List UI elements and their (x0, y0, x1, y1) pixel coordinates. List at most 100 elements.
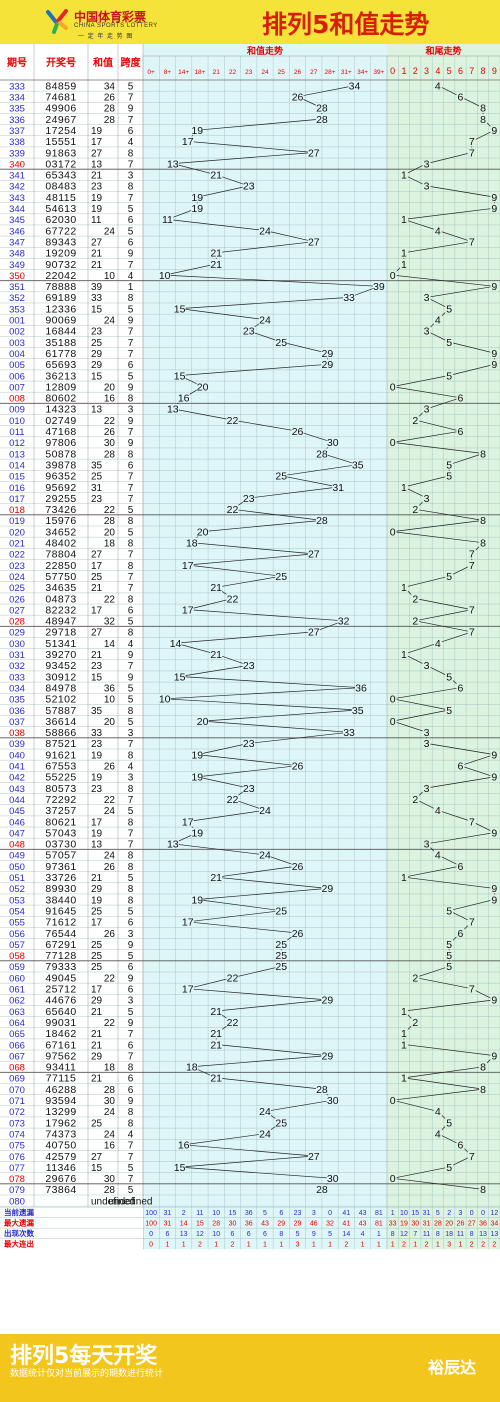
sum-point-bg (181, 604, 194, 615)
sum-value: 29 (91, 996, 103, 1007)
stats-tail-cell: 15 (411, 1210, 419, 1217)
sum-value: 27 (91, 1152, 103, 1163)
sum-point-bg (291, 927, 304, 938)
stats-tail-cell: 0 (470, 1210, 474, 1217)
stats-tail-cell: 2 (481, 1242, 485, 1249)
tail-point: 6 (458, 761, 464, 773)
draw-number: 61778 (45, 348, 76, 360)
issue-label: 338 (9, 137, 25, 148)
sum-point: 22 (227, 593, 239, 605)
sum-point-bg (326, 1095, 339, 1106)
span-value: 8 (128, 516, 134, 527)
draw-number: 80573 (45, 783, 76, 795)
sum-point: 19 (191, 894, 203, 906)
sum-value: 26 (104, 427, 116, 438)
tail-point-bg (490, 749, 499, 760)
sum-point: 21 (210, 170, 222, 182)
draw-number: 73426 (45, 504, 76, 516)
tail-bin-label: 9 (492, 66, 497, 76)
sum-point-bg (210, 649, 223, 660)
stats-sum-cell: 3 (312, 1210, 316, 1217)
span-value: 7 (128, 1152, 134, 1163)
sum-point-bg (242, 738, 255, 749)
span-value: 8 (128, 1063, 134, 1074)
issue-label: 064 (9, 1018, 25, 1029)
tail-point-bg (467, 136, 476, 147)
issue-label: 033 (9, 672, 25, 683)
issue-label: 073 (9, 1118, 25, 1129)
span-value: 8 (128, 750, 134, 761)
stats-sum-cell: 15 (196, 1221, 204, 1228)
stats-tail-cell: 28 (434, 1221, 442, 1228)
sum-point: 19 (191, 203, 203, 215)
stats-sum-cell: 5 (328, 1231, 332, 1238)
sum-point-bg (196, 526, 209, 537)
tail-point: 5 (446, 939, 452, 951)
draw-number: 93411 (46, 1062, 76, 1074)
sum-point: 11 (162, 214, 173, 226)
draw-number: 67291 (45, 939, 76, 951)
tail-point: 0 (390, 694, 396, 706)
span-value: 7 (128, 583, 134, 594)
draw-number: 51341 (45, 638, 76, 650)
sum-point-bg (226, 794, 239, 805)
sum-point-bg (307, 147, 320, 158)
sum-value: 21 (91, 249, 103, 260)
draw-number: 74681 (45, 92, 76, 104)
stats-sum-cell: 14 (342, 1231, 350, 1238)
tail-point: 4 (435, 638, 441, 650)
issue-label: 018 (9, 505, 25, 516)
tail-point: 1 (401, 1028, 407, 1040)
issue-label: 038 (9, 728, 25, 739)
draw-number: 34635 (45, 582, 76, 594)
sum-value: 15 (91, 672, 103, 683)
tail-point: 5 (446, 705, 452, 717)
sum-point-bg (326, 437, 339, 448)
tail-point-bg (456, 392, 465, 403)
sum-value: 23 (91, 494, 103, 505)
span-value: 7 (128, 550, 134, 561)
tail-point-bg (490, 894, 499, 905)
span-value: 6 (128, 237, 134, 248)
sum-value: 19 (91, 828, 103, 839)
stats-tail-cell: 11 (457, 1231, 464, 1238)
tail-point-bg (422, 838, 431, 849)
sum-point-bg (158, 693, 171, 704)
stats-sum-cell: 46 (310, 1221, 318, 1228)
sum-point: 22 (227, 794, 239, 806)
issue-label: 068 (9, 1063, 25, 1074)
draw-number: 16844 (45, 326, 76, 338)
sum-point: 26 (292, 92, 304, 104)
sum-point-bg (161, 214, 174, 225)
issue-label: 034 (9, 683, 25, 694)
sum-value: 17 (91, 918, 103, 929)
sum-value: 17 (91, 137, 103, 148)
sum-point: 27 (308, 1151, 320, 1163)
draw-number: 65640 (45, 1006, 76, 1018)
tail-point: 1 (401, 649, 407, 661)
sum-point: 23 (243, 783, 255, 795)
sum-value: 20 (104, 717, 116, 728)
tail-point-bg (456, 861, 465, 872)
tail-point-bg (422, 292, 431, 303)
sum-value: 27 (91, 237, 103, 248)
tail-point: 5 (446, 961, 452, 973)
sum-value: 25 (91, 1118, 103, 1129)
stats-sum-cell: 10 (212, 1210, 220, 1217)
sum-value: 39 (91, 282, 103, 293)
tail-point: 9 (491, 348, 497, 360)
draw-number: 42579 (45, 1151, 76, 1163)
stats-sum-cell: 0 (149, 1242, 153, 1249)
stats-tail-cell: 1 (413, 1242, 417, 1249)
sum-value: 28 (104, 104, 116, 115)
brand-slogan: 一 定 年 走 势 图 (78, 34, 134, 40)
draw-number: 22850 (45, 560, 76, 572)
span-value: 5 (128, 717, 134, 728)
sum-point: 21 (210, 1006, 222, 1018)
tail-point-bg (467, 560, 476, 571)
tail-point-bg (467, 147, 476, 158)
sum-point-bg (275, 571, 288, 582)
draw-number: 96352 (45, 471, 76, 483)
issue-label: 352 (9, 293, 25, 304)
tail-point-bg (445, 905, 454, 916)
